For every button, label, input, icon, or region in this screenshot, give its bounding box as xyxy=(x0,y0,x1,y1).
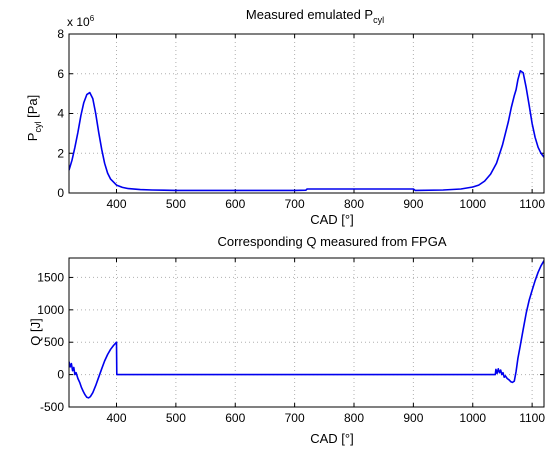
chart-2-x-tick-label: 1000 xyxy=(459,411,486,425)
chart-2-title: Corresponding Q measured from FPGA xyxy=(217,234,446,249)
chart-2-x-tick-label: 500 xyxy=(166,411,186,425)
chart-2-y-tick-label: 1000 xyxy=(37,303,64,317)
chart-1-exponent-power: 6 xyxy=(90,14,95,23)
chart-1-x-tick-label: 800 xyxy=(344,197,364,211)
chart-2-y-axis-label: Q [J] xyxy=(28,318,43,345)
chart-2-x-tick-label: 400 xyxy=(106,411,126,425)
chart-1-y-tick-label: 8 xyxy=(57,27,64,41)
chart-1-y-tick-label: 4 xyxy=(57,107,64,121)
chart-2-y-tick-label: 0 xyxy=(57,368,64,382)
chart-1-title: Measured emulated Pcyl xyxy=(246,7,384,25)
chart-1-x-axis-label: CAD [°] xyxy=(310,212,353,227)
chart-2-series-line xyxy=(69,261,544,398)
chart-2-y-tick-label: 500 xyxy=(44,335,64,349)
chart-2-x-tick-label: 800 xyxy=(344,411,364,425)
chart-2-y-tick-label: 1500 xyxy=(37,270,64,284)
chart-2-x-axis-label: CAD [°] xyxy=(310,431,353,446)
chart-1-x-tick-label: 1100 xyxy=(519,197,545,211)
chart-2-grid xyxy=(69,258,544,407)
chart-1-title-subscript: cyl xyxy=(373,15,384,25)
chart-1-tick-labels: 400 500 600 700 800 900 1000 1100 0 2 4 6 8 xyxy=(57,27,545,211)
chart-1-ticks xyxy=(69,34,544,193)
chart-2-line-group xyxy=(69,261,544,398)
chart-2-x-tick-label: 900 xyxy=(403,411,423,425)
chart-1-x-tick-label: 600 xyxy=(225,197,245,211)
chart-2-plot-frame xyxy=(69,258,544,407)
chart-1: 400 500 600 700 800 900 1000 1100 0 2 4 6 8 Measured… xyxy=(25,7,545,227)
chart-1-plot-frame xyxy=(69,34,544,193)
chart-1-exponent-label: x 106 xyxy=(67,14,95,29)
chart-2-ticks xyxy=(69,258,544,407)
chart-1-y-axis-label-subscript: cyl xyxy=(33,122,43,133)
chart-1-x-tick-label: 1000 xyxy=(459,197,486,211)
chart-2-y-tick-label: -500 xyxy=(40,400,64,414)
chart-1-x-tick-label: 500 xyxy=(166,197,186,211)
chart-1-y-axis-label: Pcyl [Pa] xyxy=(25,95,43,141)
chart-1-grid xyxy=(69,34,544,193)
chart-1-y-tick-label: 6 xyxy=(57,67,64,81)
chart-1-x-tick-label: 900 xyxy=(403,197,423,211)
chart-1-y-tick-label: 2 xyxy=(57,146,64,160)
chart-1-x-tick-label: 700 xyxy=(285,197,305,211)
chart-2-x-tick-label: 1100 xyxy=(519,411,545,425)
chart-1-y-axis-label-unit: [Pa] xyxy=(25,95,40,122)
chart-2-x-tick-label: 600 xyxy=(225,411,245,425)
chart-1-y-tick-label: 0 xyxy=(57,186,64,200)
chart-1-x-tick-label: 400 xyxy=(106,197,126,211)
chart-2: 400 500 600 700 800 900 1000 1100 -500 0 500 1000 15… xyxy=(28,234,545,446)
chart-2-tick-labels: 400 500 600 700 800 900 1000 1100 -500 0 500 1000 15… xyxy=(37,270,545,425)
chart-2-x-tick-label: 700 xyxy=(285,411,305,425)
